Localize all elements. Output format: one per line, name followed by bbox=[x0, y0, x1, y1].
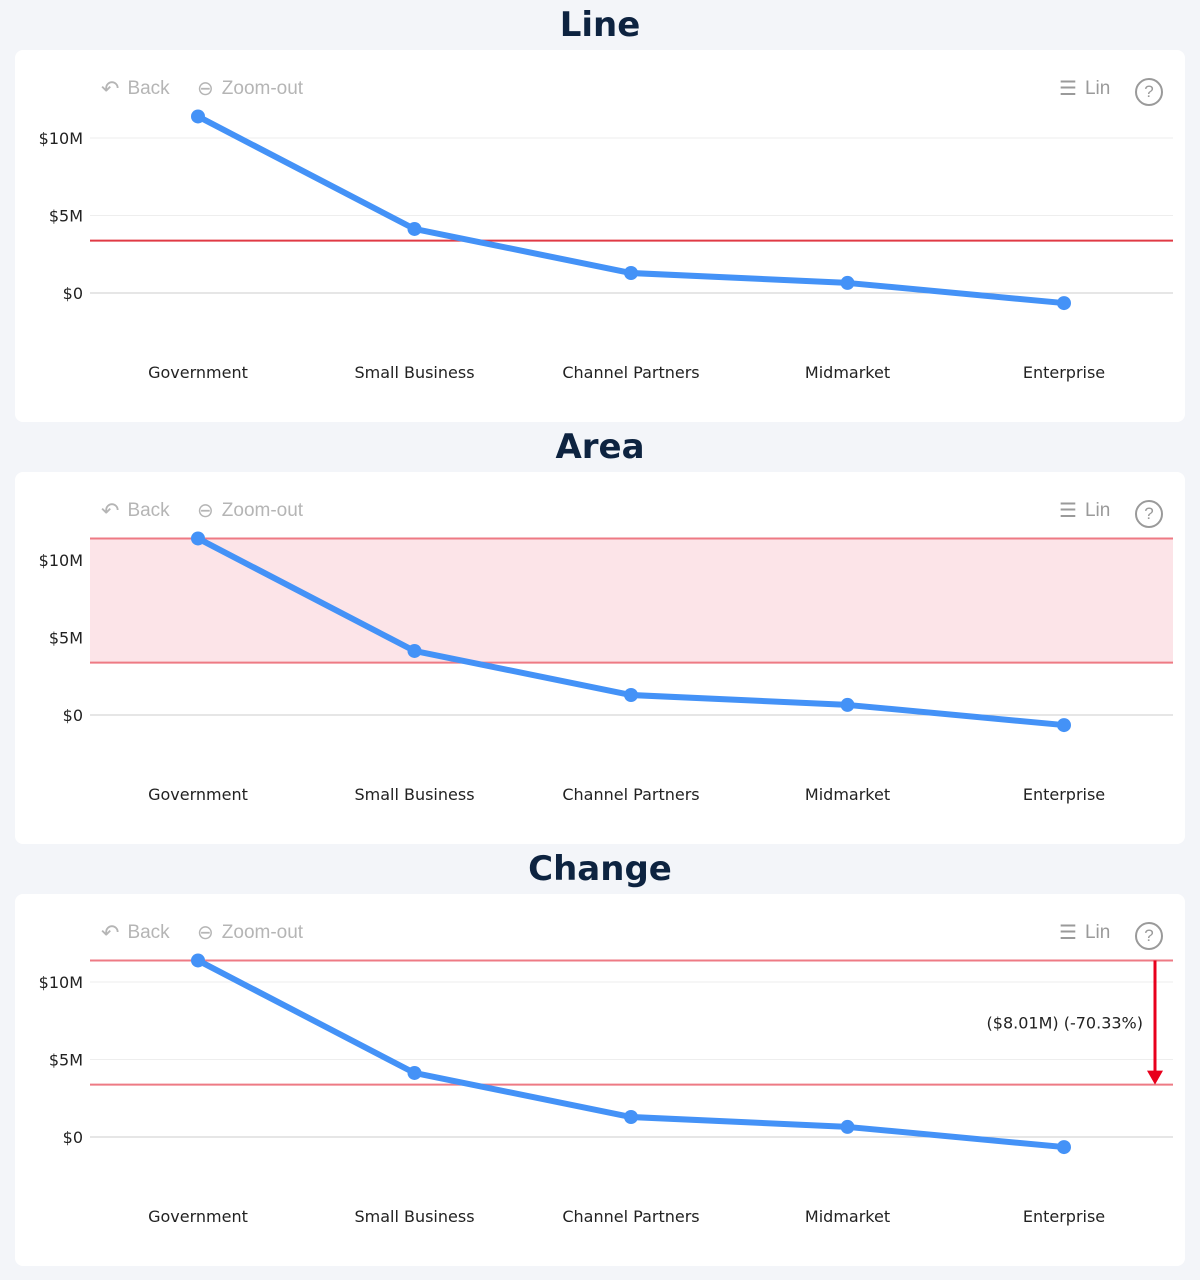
x-tick-label: Enterprise bbox=[1023, 363, 1105, 382]
back-arrow-icon: ↶ bbox=[101, 920, 120, 945]
zoom-out-button[interactable]: ⊖ Zoom-out bbox=[197, 498, 303, 523]
back-button[interactable]: ↶ Back bbox=[101, 920, 170, 946]
x-tick-label: Midmarket bbox=[805, 363, 890, 382]
back-arrow-icon: ↶ bbox=[101, 498, 120, 523]
chart-svg: $0 $5M $10M Government Small Business Channel… bbox=[39, 531, 1173, 804]
chart-svg: $0 $5M $10M Government Small Business Channel… bbox=[39, 109, 1173, 382]
data-point bbox=[1057, 1140, 1071, 1155]
list-icon: ☰ bbox=[1059, 78, 1077, 100]
y-tick-label: $0 bbox=[63, 1128, 83, 1147]
data-point bbox=[840, 697, 855, 712]
x-tick-label: Government bbox=[148, 1207, 248, 1226]
x-tick-label: Government bbox=[148, 363, 248, 382]
y-tick-label: $10M bbox=[39, 129, 83, 148]
x-tick-label: Channel Partners bbox=[562, 785, 699, 804]
zoom-out-icon: ⊖ bbox=[197, 922, 214, 944]
y-tick-label: $5M bbox=[49, 207, 83, 226]
y-tick-label: $5M bbox=[49, 629, 83, 648]
back-button[interactable]: ↶ Back bbox=[101, 76, 170, 102]
x-tick-label: Enterprise bbox=[1023, 1207, 1105, 1226]
scale-toggle-button[interactable]: ☰ Lin bbox=[1059, 76, 1110, 101]
data-point bbox=[407, 1065, 422, 1080]
x-tick-label: Midmarket bbox=[805, 785, 890, 804]
x-tick-label: Small Business bbox=[354, 1207, 474, 1226]
help-icon[interactable]: ? bbox=[1135, 78, 1163, 106]
data-point bbox=[624, 266, 638, 281]
help-icon[interactable]: ? bbox=[1135, 500, 1163, 528]
help-icon[interactable]: ? bbox=[1135, 922, 1163, 950]
zoom-out-label: Zoom-out bbox=[221, 77, 304, 99]
chart-svg: $0 $5M $10M ($8.01M) (-70.33%) Government Sma… bbox=[39, 953, 1173, 1226]
data-point bbox=[840, 275, 855, 290]
back-button[interactable]: ↶ Back bbox=[101, 498, 170, 524]
y-tick-label: $0 bbox=[63, 284, 83, 303]
zoom-out-icon: ⊖ bbox=[197, 500, 214, 522]
scale-label: Lin bbox=[1084, 77, 1111, 99]
scale-label: Lin bbox=[1084, 499, 1111, 521]
chart-title: Change bbox=[528, 849, 672, 889]
chart-title: Line bbox=[559, 5, 641, 45]
data-point bbox=[1057, 718, 1071, 733]
zoom-out-button[interactable]: ⊖ Zoom-out bbox=[197, 920, 303, 945]
data-point bbox=[624, 1110, 638, 1125]
x-tick-label: Small Business bbox=[354, 785, 474, 804]
chart-panel: $0 $5M $10M Government Small Business Channel… bbox=[15, 472, 1185, 844]
highlight-band bbox=[90, 538, 1173, 663]
y-tick-label: $0 bbox=[63, 706, 83, 725]
list-icon: ☰ bbox=[1059, 922, 1077, 944]
x-tick-label: Enterprise bbox=[1023, 785, 1105, 804]
zoom-out-button[interactable]: ⊖ Zoom-out bbox=[197, 76, 303, 101]
zoom-out-label: Zoom-out bbox=[221, 499, 304, 521]
zoom-out-icon: ⊖ bbox=[197, 78, 214, 100]
data-point bbox=[1057, 296, 1071, 311]
y-tick-label: $10M bbox=[39, 973, 83, 992]
back-label: Back bbox=[127, 500, 170, 521]
back-arrow-icon: ↶ bbox=[101, 76, 120, 101]
data-point bbox=[191, 531, 205, 546]
back-label: Back bbox=[127, 922, 170, 943]
x-tick-label: Channel Partners bbox=[562, 363, 699, 382]
scale-toggle-button[interactable]: ☰ Lin bbox=[1059, 920, 1110, 945]
data-point bbox=[840, 1119, 855, 1134]
chart-panel: $0 $5M $10M Government Small Business Channel… bbox=[15, 50, 1185, 422]
back-label: Back bbox=[127, 78, 170, 99]
x-tick-label: Government bbox=[148, 785, 248, 804]
data-point bbox=[407, 643, 422, 658]
y-tick-label: $5M bbox=[49, 1051, 83, 1070]
data-point bbox=[191, 109, 205, 124]
x-tick-label: Channel Partners bbox=[562, 1207, 699, 1226]
data-point bbox=[191, 953, 205, 968]
chart-panel: $0 $5M $10M ($8.01M) (-70.33%) Government Sma… bbox=[15, 894, 1185, 1266]
y-tick-label: $10M bbox=[39, 551, 83, 570]
scale-toggle-button[interactable]: ☰ Lin bbox=[1059, 498, 1110, 523]
list-icon: ☰ bbox=[1059, 500, 1077, 522]
chart-title: Area bbox=[555, 427, 645, 467]
data-point bbox=[624, 688, 638, 703]
zoom-out-label: Zoom-out bbox=[221, 921, 304, 943]
scale-label: Lin bbox=[1084, 921, 1111, 943]
data-point bbox=[407, 221, 422, 236]
x-tick-label: Midmarket bbox=[805, 1207, 890, 1226]
change-label: ($8.01M) (-70.33%) bbox=[987, 1014, 1143, 1033]
x-tick-label: Small Business bbox=[354, 363, 474, 382]
change-arrowhead bbox=[1147, 1070, 1163, 1085]
